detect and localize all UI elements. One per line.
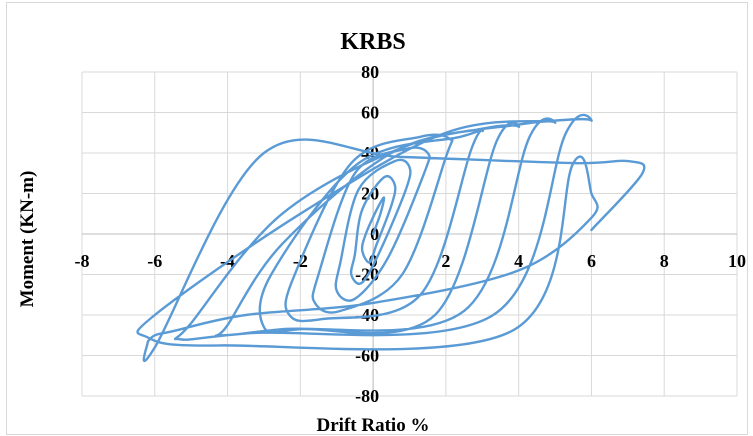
x-tick-label: 4	[514, 251, 523, 271]
hysteresis-chart: KRBS -8 -6 -4 -2 0 2 4 6 8 10-80-60-40-2002040608…	[17, 29, 746, 434]
x-tick-label: 6	[587, 251, 596, 271]
y-tick-label: 0	[370, 224, 379, 244]
gridlines	[81, 71, 738, 397]
y-tick-label: -60	[355, 346, 379, 366]
hysteresis-curve	[136, 113, 646, 363]
axes	[82, 72, 737, 396]
x-tick-label: 2	[441, 251, 450, 271]
y-axis-title: Moment (KN-m)	[17, 171, 38, 308]
chart-title: KRBS	[340, 29, 405, 55]
x-tick-label: 8	[660, 251, 669, 271]
data-series	[136, 113, 646, 363]
y-tick-label: 80	[361, 62, 379, 82]
x-tick-label: -6	[147, 251, 162, 271]
chart-frame: KRBS -8 -6 -4 -2 0 2 4 6 8 10 -80 -60 -40 -20 0 20 40 60 8…	[6, 2, 748, 435]
x-tick-label: -8	[75, 251, 90, 271]
x-tick-label: 10	[728, 251, 746, 271]
y-tick-label: 60	[361, 103, 379, 123]
x-axis-title: Drift Ratio %	[317, 415, 430, 434]
x-tick-label: 0	[369, 251, 378, 271]
y-tick-label: -40	[355, 305, 379, 325]
y-tick-label: -80	[355, 386, 379, 406]
